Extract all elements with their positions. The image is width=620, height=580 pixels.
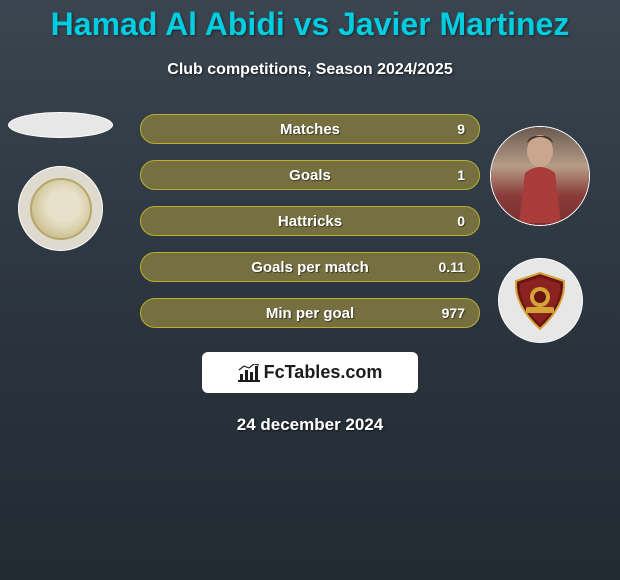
player-photo-icon [490, 126, 590, 226]
stat-label: Min per goal [266, 305, 354, 322]
chart-icon [238, 364, 260, 382]
brand-text: FcTables.com [264, 362, 383, 383]
club-badge-right-icon [498, 258, 583, 343]
stat-bar: Matches 9 [140, 114, 480, 144]
stat-label: Matches [280, 121, 340, 138]
stat-value: 0 [457, 213, 465, 229]
club-badge-left-icon [18, 166, 103, 251]
date-text: 24 december 2024 [0, 415, 620, 435]
stat-bar: Min per goal 977 [140, 298, 480, 328]
stat-value: 1 [457, 167, 465, 183]
subtitle: Club competitions, Season 2024/2025 [0, 61, 620, 79]
stat-bar: Goals per match 0.11 [140, 252, 480, 282]
brand-badge: FcTables.com [202, 352, 418, 393]
player-silhouette-icon [515, 133, 565, 223]
page-title: Hamad Al Abidi vs Javier Martinez [0, 0, 620, 43]
player-placeholder-icon [8, 112, 113, 138]
left-avatars [8, 112, 113, 251]
stat-label: Goals per match [251, 259, 369, 276]
stat-value: 0.11 [439, 259, 465, 275]
stat-bar: Hattricks 0 [140, 206, 480, 236]
stat-label: Hattricks [278, 213, 342, 230]
right-avatars [490, 126, 590, 343]
stat-value: 977 [442, 305, 465, 321]
stat-value: 9 [457, 121, 465, 137]
stat-label: Goals [289, 167, 331, 184]
stat-bar: Goals 1 [140, 160, 480, 190]
